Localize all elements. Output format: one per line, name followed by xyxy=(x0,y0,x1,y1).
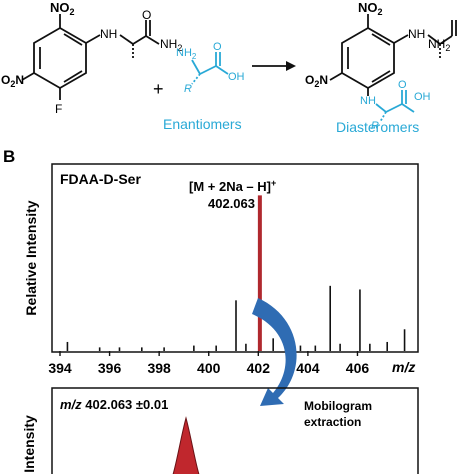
fdaa-structure xyxy=(21,14,160,100)
spectrum-title: FDAA-D-Ser xyxy=(60,171,141,187)
product-amino-acid-part xyxy=(375,90,415,123)
product-nh-bottom: NH xyxy=(360,95,376,107)
enantiomers-label: Enantiomers xyxy=(163,116,242,132)
product-r: R xyxy=(371,120,379,132)
amino-acid-structure xyxy=(191,52,229,85)
amino-acid-r: R xyxy=(184,83,192,95)
mobilogram-peak xyxy=(172,416,200,474)
fdaa-no2-top: NO2 xyxy=(50,0,75,17)
x-tick-label-404: 404 xyxy=(296,360,320,376)
product-oh: OH xyxy=(414,91,431,103)
x-tick-label-400: 400 xyxy=(197,360,221,376)
product-o2n: O2N xyxy=(305,73,328,89)
amino-acid-oh: OH xyxy=(228,71,245,83)
x-tick-label-396: 396 xyxy=(98,360,122,376)
fdaa-o: O xyxy=(142,8,151,22)
plus-sign: + xyxy=(153,79,164,99)
x-tick-label-406: 406 xyxy=(346,360,370,376)
product-nh: NH xyxy=(408,27,425,41)
fdaa-o2n: O2N xyxy=(1,73,24,89)
spectrum-peaks xyxy=(66,195,406,351)
annotation-line1: Mobilogram xyxy=(304,399,372,413)
spectrum-xlabel: m/z xyxy=(392,359,415,375)
reaction-scheme: NO2 NH O NH2 O2N F + NH2 O OH R Enantiom… xyxy=(1,0,457,135)
fdaa-f: F xyxy=(55,102,62,116)
x-tick-label-402: 402 xyxy=(247,360,271,376)
amino-acid-o: O xyxy=(213,41,222,53)
x-tick-label-394: 394 xyxy=(48,360,72,376)
spectrum-frame xyxy=(51,163,419,353)
product-structure xyxy=(329,14,457,96)
annotation-line2: extraction xyxy=(304,415,361,429)
fdaa-nh2: NH2 xyxy=(160,37,182,53)
fdaa-nh: NH xyxy=(100,27,117,41)
x-tick-label-398: 398 xyxy=(147,360,171,376)
mobilogram-frame xyxy=(51,387,419,474)
panel-label-b: B xyxy=(3,147,15,166)
mass-spectrum: FDAA-D-Ser Relative Intensity 394 396 398 4… xyxy=(23,163,419,376)
mobilogram-title: m/z 402.063 ±0.01 xyxy=(60,397,168,412)
diastereomers-label: Diasteromers xyxy=(336,119,419,135)
ion-label: [M + 2Na – H]+ xyxy=(189,178,276,194)
ion-mass-value: 402.063 xyxy=(208,196,255,211)
product-no2-top: NO2 xyxy=(358,0,383,17)
amino-acid-nh2: NH2 xyxy=(176,47,197,61)
reaction-arrow xyxy=(252,61,296,71)
spectrum-ylabel: Relative Intensity xyxy=(23,200,39,315)
mobilogram-panel: m/z 402.063 ±0.01 Intensity Mobilogram e… xyxy=(21,387,419,474)
product-o: O xyxy=(398,79,407,91)
spectrum-x-ticks: 394 396 398 400 402 404 406 xyxy=(48,351,369,376)
product-nh2: NH2 xyxy=(428,37,450,53)
mobilogram-ylabel: Intensity xyxy=(21,415,37,473)
mobilogram-arrow xyxy=(252,298,297,406)
